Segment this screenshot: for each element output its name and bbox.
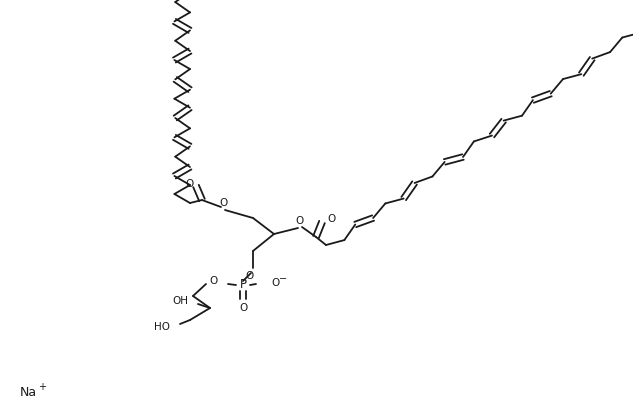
Text: −: −: [279, 274, 287, 284]
Text: O: O: [296, 216, 304, 226]
Text: OH: OH: [172, 296, 188, 306]
Text: O: O: [210, 276, 218, 286]
Text: O: O: [246, 271, 254, 281]
Text: HO: HO: [154, 322, 170, 332]
Text: P: P: [239, 279, 246, 291]
Text: O: O: [271, 278, 279, 288]
Text: O: O: [239, 303, 247, 313]
Text: O: O: [185, 179, 193, 189]
Text: O: O: [328, 214, 336, 224]
Text: +: +: [38, 382, 46, 392]
Text: O: O: [220, 198, 228, 208]
Text: Na: Na: [20, 387, 37, 399]
